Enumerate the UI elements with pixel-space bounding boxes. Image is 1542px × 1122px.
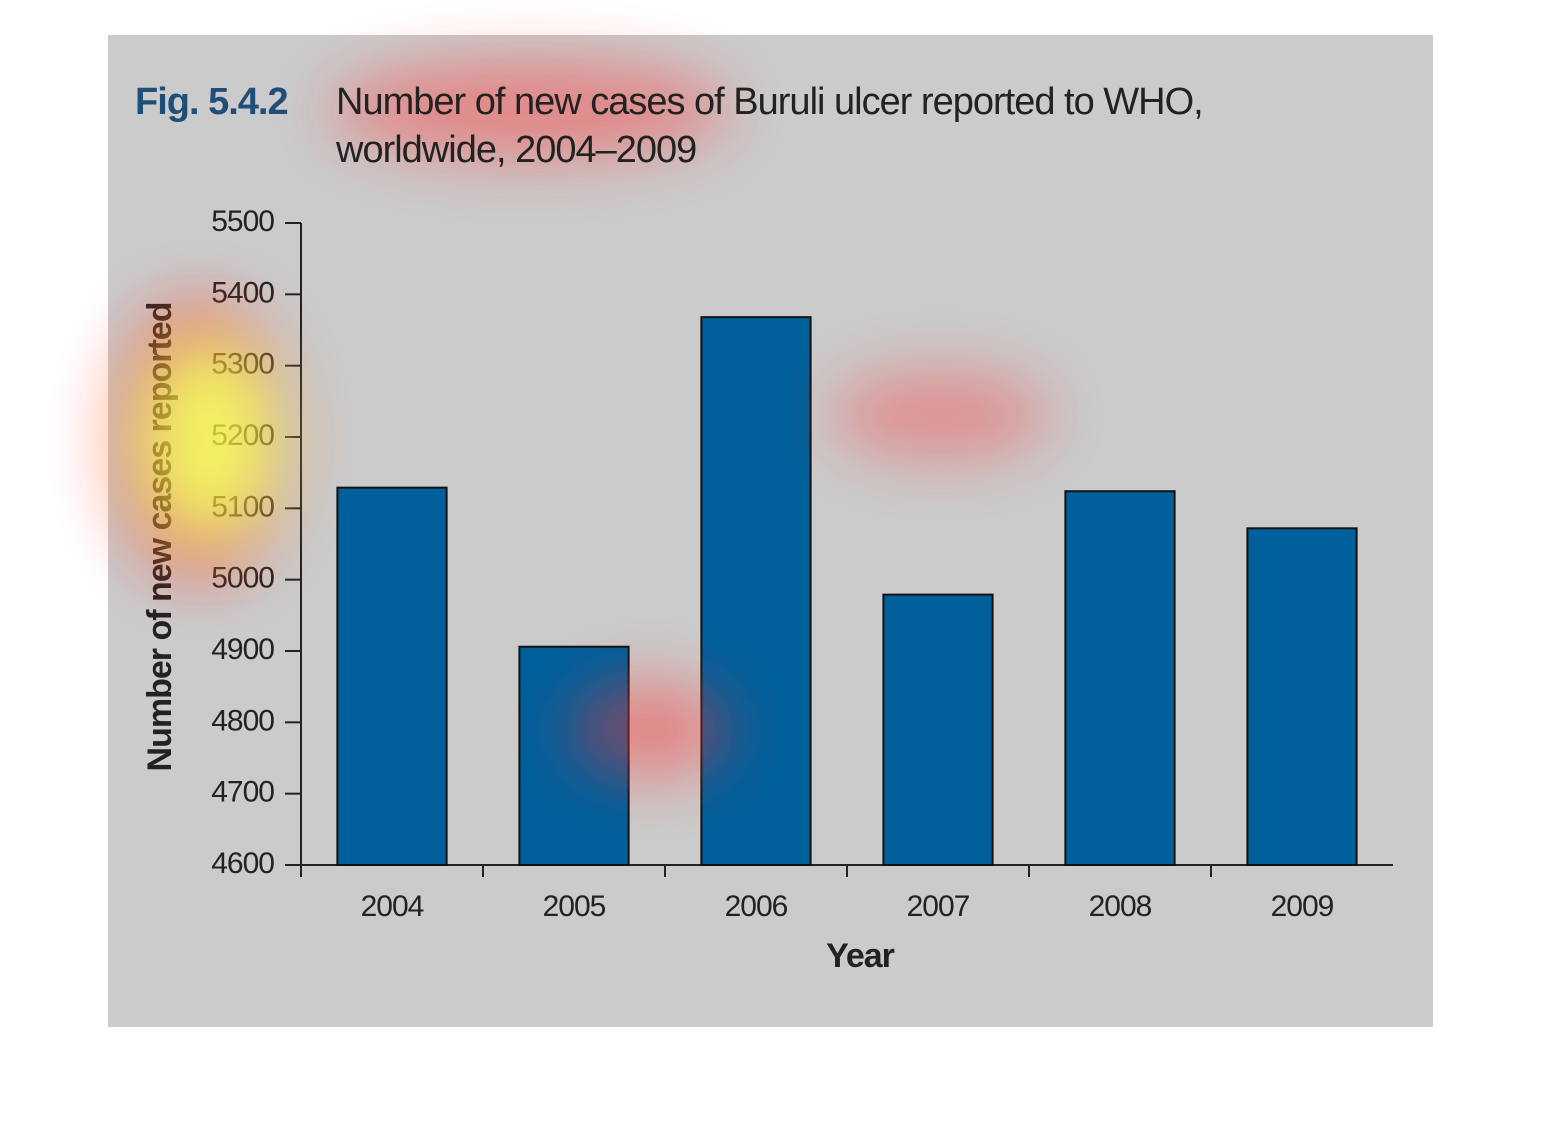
- y-tick-label: 5000: [211, 562, 274, 595]
- y-tick-label: 4600: [211, 847, 274, 880]
- x-tick-label: 2007: [907, 890, 970, 923]
- y-tick-label: 4800: [211, 704, 274, 737]
- figure-label: Fig. 5.4.2: [135, 81, 289, 123]
- y-tick-label: 4900: [211, 633, 274, 666]
- x-tick-label: 2008: [1089, 890, 1152, 923]
- y-tick-label: 4700: [211, 776, 274, 809]
- y-axis-label: Number of new cases reported: [141, 303, 179, 772]
- bar: [336, 486, 448, 866]
- x-tick-label: 2006: [725, 890, 788, 923]
- chart-title: Number of new cases of Buruli ulcer repo…: [336, 81, 1204, 171]
- x-axis-label: Year: [826, 937, 895, 975]
- x-tick-label: 2004: [361, 890, 424, 923]
- y-tick-label: 5400: [211, 276, 274, 309]
- bar: [1246, 527, 1358, 866]
- x-tick-label: 2005: [543, 890, 606, 923]
- y-tick-label: 5300: [211, 348, 274, 381]
- bar: [518, 645, 630, 866]
- bar: [1064, 490, 1176, 866]
- y-tick-label: 5100: [211, 490, 274, 523]
- title-block: Fig. 5.4.2 Number of new cases of Buruli…: [135, 78, 1286, 174]
- bar: [882, 593, 994, 866]
- y-tick-label: 5200: [211, 419, 274, 452]
- y-tick-label: 5500: [211, 205, 274, 238]
- x-tick-label: 2009: [1271, 890, 1334, 923]
- bar: [700, 316, 812, 867]
